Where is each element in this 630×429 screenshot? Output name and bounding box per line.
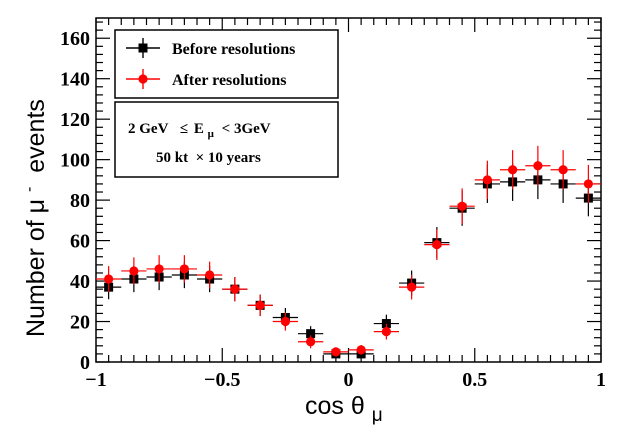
exposure-text: 50 kt × 10 years [156,150,261,166]
y-tick-label: 160 [60,28,90,50]
legend-label-after: After resolutions [172,72,287,89]
data-point-marker [407,282,417,292]
y-tick-label: 140 [60,69,90,91]
y-tick-label: 0 [80,352,90,374]
data-point-marker [306,337,316,347]
data-point-marker [381,319,391,329]
legend-box [114,29,339,99]
axis-ticks [95,18,602,363]
x-tick-label: 0.5 [462,369,487,391]
legend-label-before: Before resolutions [172,41,295,58]
data-point-marker [533,161,543,171]
data-point-marker [129,266,139,276]
data-point-marker [331,347,341,357]
y-tick-label: 60 [70,231,90,253]
data-point-marker [356,345,366,355]
x-tick-label: −0.5 [204,369,240,391]
series-before [96,160,601,359]
legend-marker-after [126,69,160,89]
data-point-marker [154,264,164,274]
legend-marker-before [126,38,160,58]
data-point-marker [508,165,518,175]
data-point-marker [205,270,215,280]
y-tick-label: 120 [60,109,90,131]
y-tick-labels: 0 20 40 60 80 100 120 140 160 [60,28,90,374]
data-point-marker [482,175,492,185]
data-series [96,145,601,359]
y-tick-label: 100 [60,150,90,172]
x-tick-labels: −1 −0.5 0 0.5 1 [85,369,606,391]
data-point-marker [457,201,467,211]
x-tick-label: 1 [596,369,606,391]
x-tick-label: −1 [85,369,106,391]
y-tick-label: 80 [70,190,90,212]
data-point-marker [230,284,240,294]
data-point-marker [432,240,442,250]
y-tick-label: 20 [70,312,90,334]
y-tick-label: 40 [70,271,90,293]
data-point-marker [381,327,391,337]
data-point-marker [306,329,316,339]
data-point-marker [583,179,593,189]
data-point-marker [558,165,568,175]
legend: Before resolutions After resolutions [114,29,339,99]
data-point-marker [179,264,189,274]
data-point-marker [280,316,290,327]
info-box: 2 GeV ≤ E μ < 3GeV 50 kt × 10 years [114,101,339,178]
y-axis-title: Number of μ - events [12,99,50,337]
info-box-frame [114,101,339,178]
data-point-marker [255,300,265,310]
energy-range-text: 2 GeV ≤ E μ < 3GeV [128,121,271,141]
x-axis-title: cos θ μ [305,392,383,426]
x-tick-label: 0 [344,369,354,391]
series-after [96,145,601,357]
data-point-marker [104,274,114,284]
